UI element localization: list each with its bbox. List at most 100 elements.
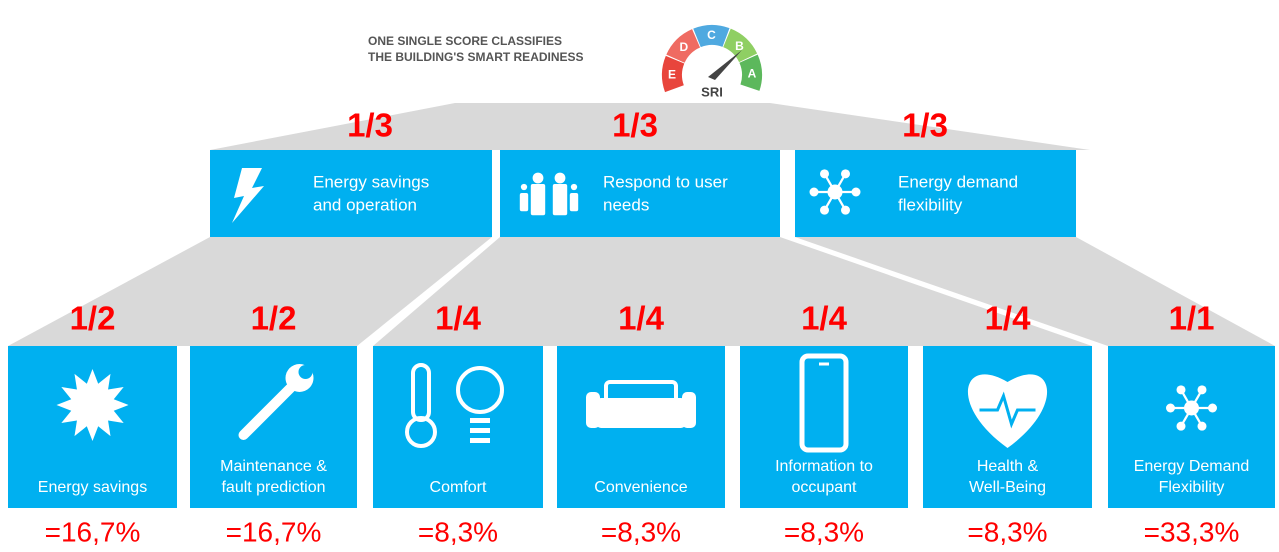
subdomain-box: 1/1 Energy Demand Flexibility =33,3% <box>1108 300 1275 547</box>
box <box>740 346 908 508</box>
subdomain-label: occupant <box>792 479 857 496</box>
icon <box>232 168 264 223</box>
icon <box>570 183 578 191</box>
fan <box>373 237 1092 346</box>
gauge-letter: C <box>707 28 716 42</box>
icon <box>405 416 437 448</box>
gauge-letter: A <box>748 66 757 80</box>
icon <box>586 392 600 428</box>
icon <box>851 187 861 197</box>
subdomain-label: Energy Demand <box>1134 458 1250 475</box>
header-line: THE BUILDING'S SMART READINESS <box>368 50 584 64</box>
domain-label: Energy savings <box>313 172 429 191</box>
icon <box>470 418 490 423</box>
icon <box>83 390 102 421</box>
icon <box>238 378 301 440</box>
icon <box>530 184 546 216</box>
weight: 1/2 <box>251 300 297 337</box>
icon <box>569 193 579 212</box>
header-line: ONE SINGLE SCORE CLASSIFIES <box>368 34 562 48</box>
icon <box>799 353 849 453</box>
icon <box>470 438 490 443</box>
subdomain-box: 1/4 Health & Well-Being =8,3% <box>923 300 1092 547</box>
weight: 1/3 <box>902 107 948 144</box>
icon <box>1176 385 1186 395</box>
gauge-segment <box>723 28 758 63</box>
icon <box>682 392 696 428</box>
share: =8,3% <box>784 516 864 547</box>
weight: 1/1 <box>1169 300 1215 337</box>
icon <box>470 428 490 433</box>
icon <box>519 193 529 212</box>
subdomain-label: Flexibility <box>1159 479 1225 496</box>
icon <box>604 380 678 404</box>
gauge-segment <box>693 24 730 48</box>
icon <box>827 184 843 200</box>
icon <box>596 398 686 428</box>
subdomain-label: fault prediction <box>221 479 325 496</box>
domain-label: needs <box>603 195 649 214</box>
gauge-label: SRI <box>701 84 723 99</box>
fans <box>8 103 1275 346</box>
domain-label: flexibility <box>898 195 963 214</box>
box <box>190 346 357 508</box>
weight: 1/4 <box>985 300 1032 337</box>
subdomain-box: 1/4 Comfort =8,3% <box>373 300 543 547</box>
fan <box>8 237 492 346</box>
box <box>1108 346 1275 508</box>
icon <box>554 172 566 184</box>
icon <box>456 366 504 414</box>
box <box>500 150 780 237</box>
gauge-segment <box>739 54 762 91</box>
subdomain-box: 1/4 Information to occupant =8,3% <box>740 300 908 547</box>
domain-box: 1/3 Respond to user needs <box>500 107 780 237</box>
icon <box>1197 385 1207 395</box>
icon <box>820 169 829 179</box>
subdomain-box: 1/4 Convenience =8,3% <box>557 300 725 547</box>
icon <box>552 184 568 216</box>
share: =33,3% <box>1144 516 1240 547</box>
subdomain-box: 1/2 Energy savings =16,7% <box>8 300 177 547</box>
gauge-needle <box>708 50 742 80</box>
fan <box>210 103 1090 150</box>
gauge-letter: D <box>680 40 689 54</box>
icon <box>1166 403 1175 413</box>
subdomain-label: Energy savings <box>38 479 147 496</box>
share: =16,7% <box>226 516 322 547</box>
subdomain-box: 1/2 Maintenance & fault prediction =16,7% <box>190 300 357 547</box>
icon <box>298 365 313 379</box>
icon <box>520 183 528 191</box>
weight: 1/3 <box>347 107 393 144</box>
icon <box>1184 400 1199 416</box>
icon <box>1208 403 1217 413</box>
box <box>373 346 543 508</box>
icon <box>979 391 1036 429</box>
icon <box>1176 421 1186 431</box>
icon <box>841 169 850 179</box>
weight: 1/4 <box>435 300 482 337</box>
share: =16,7% <box>45 516 141 547</box>
gauge-segment <box>666 29 701 63</box>
icon <box>1197 421 1207 431</box>
subdomain-label: Maintenance & <box>220 458 327 475</box>
weight: 1/2 <box>70 300 116 337</box>
domain-label: and operation <box>313 195 417 214</box>
icon <box>532 172 544 184</box>
share: =8,3% <box>601 516 681 547</box>
weight: 1/4 <box>618 300 665 337</box>
gauge-letter: E <box>668 67 676 81</box>
domain-box: 1/3 Energy savings and operation <box>210 107 492 237</box>
fan <box>795 237 1275 346</box>
gauge-segment <box>662 55 685 93</box>
weight: 1/4 <box>801 300 848 337</box>
subdomain-label: Well-Being <box>969 479 1046 496</box>
domain-label: Respond to user <box>603 172 728 191</box>
share: =8,3% <box>418 516 498 547</box>
subdomain-label: Comfort <box>430 479 487 496</box>
share: =8,3% <box>967 516 1047 547</box>
subdomain-label: Information to <box>775 458 873 475</box>
icon <box>820 205 829 215</box>
gauge-letter: B <box>735 39 744 53</box>
subdomain-label: Convenience <box>594 479 688 496</box>
